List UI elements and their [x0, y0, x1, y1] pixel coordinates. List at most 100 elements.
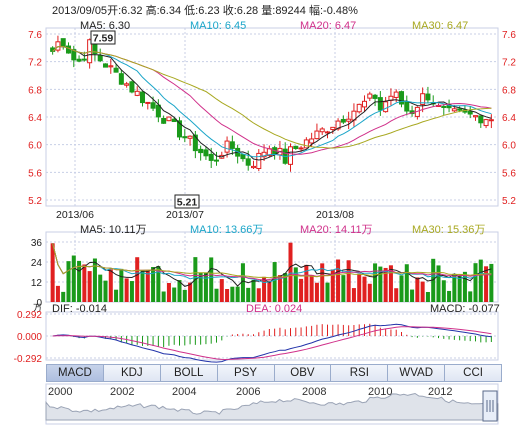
timeline-year: 2012	[428, 386, 453, 398]
open-value: 6.32	[121, 5, 143, 17]
price-ma20-label: MA20: 6.47	[300, 20, 357, 32]
macd-y-tick: -0.292	[14, 354, 43, 365]
candle-body	[330, 126, 336, 130]
candle-body	[139, 91, 146, 104]
candle-body	[367, 93, 373, 99]
price-y-tick-right: 6.4	[502, 113, 516, 124]
volume-bar	[219, 279, 224, 302]
candle-body	[134, 90, 140, 96]
volume-bar	[468, 291, 473, 302]
candle-body	[166, 116, 172, 122]
candle-body	[293, 145, 299, 149]
volume-bar	[373, 263, 378, 302]
tab-psy[interactable]: PSY	[217, 364, 275, 382]
timeline-year: 2010	[368, 386, 393, 398]
close-value: 6.28	[236, 5, 259, 17]
volume-bar	[267, 280, 272, 302]
price-y-tick: 7.2	[28, 58, 42, 69]
volume-y-tick: 24	[31, 258, 43, 269]
volume-bar	[478, 259, 483, 302]
price-y-tick-right: 5.2	[502, 196, 516, 207]
volume-bar	[188, 282, 193, 302]
timeline-year: 2004	[172, 386, 197, 398]
high-label: 高	[145, 5, 157, 17]
price-y-tick-right: 6.8	[502, 85, 516, 96]
price-y-tick-right: 6.0	[502, 141, 516, 152]
candle-body	[303, 139, 309, 149]
volume-unit: 万	[33, 303, 42, 313]
volume-bar	[114, 289, 119, 302]
candle-body	[55, 41, 61, 51]
tab-cci[interactable]: CCI	[445, 364, 502, 382]
candle-body	[319, 128, 325, 133]
price-y-tick: 5.2	[28, 196, 42, 207]
volume-bar	[166, 283, 171, 302]
volume-bar	[209, 257, 214, 302]
candle-body	[65, 45, 72, 54]
candle-body	[108, 65, 114, 68]
volume-bar	[378, 266, 383, 302]
timeline-year: 2008	[302, 386, 327, 398]
volume-bar	[92, 258, 97, 302]
price-x-label: 2013/08	[316, 209, 354, 221]
tab-obv[interactable]: OBV	[274, 364, 332, 382]
tab-wvad[interactable]: WVAD	[388, 364, 446, 382]
volume-bar	[462, 271, 467, 302]
candle-body	[472, 115, 479, 118]
volume-y-tick: 12	[31, 278, 43, 289]
macd-y-tick: 0.000	[17, 332, 42, 343]
close-label: 收	[222, 5, 234, 17]
candle-body	[393, 91, 399, 98]
tab-kdj[interactable]: KDJ	[103, 364, 161, 382]
tab-rsi[interactable]: RSI	[331, 364, 389, 382]
volume-ma30-label: MA30: 15.36万	[412, 224, 486, 236]
volume-bar	[410, 289, 415, 302]
candle-body	[155, 104, 161, 118]
tab-boll[interactable]: BOLL	[160, 364, 218, 382]
high-value: 6.34	[159, 5, 182, 17]
volume-ma5-line	[52, 243, 492, 287]
candle-body	[240, 154, 246, 160]
volume-bar	[214, 288, 219, 302]
volume-bar	[283, 273, 288, 302]
indicator-tabs: MACD KDJ BOLL PSY OBV RSI WVAD CCI	[46, 364, 502, 382]
timeline-range-handle[interactable]	[482, 390, 498, 422]
candle-body	[398, 91, 405, 105]
volume-bar	[161, 291, 166, 302]
volume-bar	[198, 272, 203, 302]
volume-bar	[351, 288, 356, 302]
volume-bar	[182, 289, 187, 302]
volume-bar	[293, 267, 298, 302]
volume-bar	[357, 273, 362, 302]
volume-bar	[98, 274, 103, 302]
volume-bar	[272, 262, 277, 302]
volume-bar	[77, 260, 82, 302]
tab-macd[interactable]: MACD	[46, 364, 104, 382]
price-ma5-label: MA5: 6.30	[80, 20, 131, 32]
candle-body	[208, 153, 214, 161]
volume-bar	[484, 266, 489, 302]
candle-body	[383, 101, 389, 113]
volume-bar	[262, 276, 267, 302]
max-price-box	[90, 30, 116, 45]
volume-bar	[367, 283, 372, 302]
candle-body	[425, 93, 431, 101]
volume-bar	[82, 264, 87, 302]
candle-body	[261, 151, 267, 158]
volume-bar	[489, 263, 494, 302]
volume-bar	[425, 291, 430, 302]
candle-body	[129, 81, 135, 93]
volume-ma10-label: MA10: 13.66万	[190, 224, 264, 236]
volume-bar	[299, 278, 304, 302]
volume-label: 量	[261, 5, 273, 17]
volume-bar	[124, 278, 129, 302]
volume-bar	[473, 263, 478, 302]
candle-body	[377, 97, 383, 111]
volume-bar	[336, 259, 341, 302]
macd-dif-label: DIF: -0.014	[52, 303, 108, 315]
candle-body	[335, 120, 341, 130]
candle-body	[224, 140, 230, 153]
candle-body	[150, 102, 156, 109]
candle-body	[361, 100, 368, 108]
